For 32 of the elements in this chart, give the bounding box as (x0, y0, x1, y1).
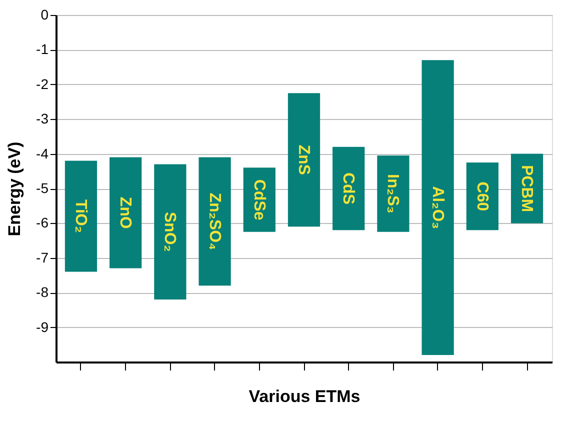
x-tick-label: PCBM (518, 164, 536, 212)
y-tick-label: -8 (36, 284, 49, 300)
y-tick-label: -4 (36, 145, 49, 162)
x-tick-label: In₂S₃ (384, 174, 402, 214)
y-tick-label: -2 (36, 76, 49, 92)
y-axis-title: Energy (eV) (5, 142, 24, 236)
y-tick-label: 0 (40, 6, 49, 22)
y-tick-label: -5 (36, 180, 49, 196)
x-tick-label: CdS (340, 172, 357, 205)
x-tick-label: C60 (473, 182, 490, 212)
bar (288, 93, 320, 227)
x-tick-label: ZnS (295, 144, 312, 176)
x-tick-label: Zn₂SO₄ (206, 192, 223, 250)
bar (64, 160, 98, 272)
y-tick-label: -9 (36, 318, 49, 335)
y-tick-label: -7 (36, 249, 49, 266)
y-tick-label: -3 (36, 110, 49, 127)
x-tick-label: Al₂O₃ (428, 186, 446, 230)
x-tick-label: CdSe (250, 179, 268, 220)
bar (466, 162, 498, 230)
bar (198, 157, 231, 286)
bar (377, 156, 410, 232)
x-tick-label: TiO₂ (72, 200, 89, 233)
x-tick-label: ZnO (116, 196, 134, 229)
x-tick-label: SnO₂ (161, 212, 178, 252)
x-axis-title: Various ETMs (248, 387, 360, 406)
bar (154, 164, 186, 300)
y-tick-label: -6 (36, 214, 49, 231)
bar (110, 157, 142, 268)
bar (422, 60, 454, 356)
bar (332, 146, 365, 230)
y-tick-label: -1 (36, 41, 49, 58)
